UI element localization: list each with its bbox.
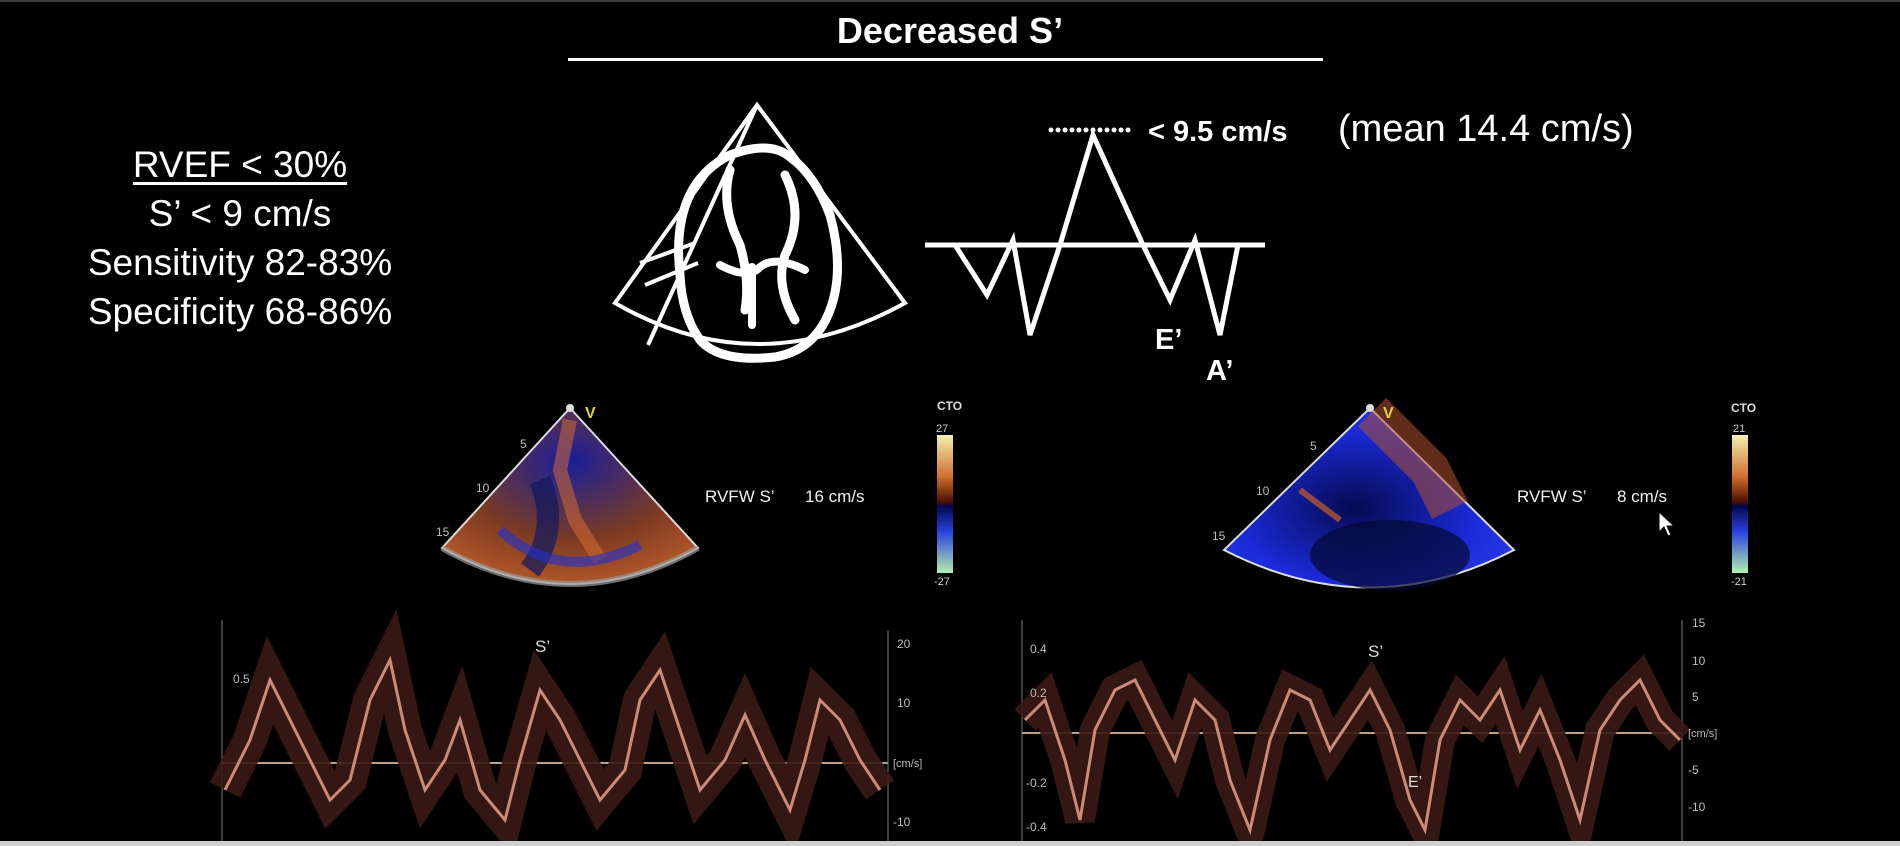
right-s-prime-label: S’ [1368,642,1383,661]
right-probe-marker: V [1383,405,1394,422]
left-depth-5: 5 [520,437,527,451]
criteria-rvef: RVEF < 30% [132,144,348,185]
slide-title: Decreased S’ [836,10,1064,51]
right-scale-0-4: 0.4 [1030,642,1047,656]
window-top-edge [0,0,1900,2]
left-probe-marker: V [585,405,596,422]
left-right-tick-unit: [cm/s] [893,758,922,770]
left-measurement-value: 16 cm/s [805,487,865,506]
right-right-tick-15: 15 [1692,616,1706,630]
left-s-prime-label: S’ [535,637,550,656]
criteria-specificity: Specificity 68-86% [87,291,393,332]
left-doppler-strip [209,609,895,846]
window-bottom-edge [0,841,1900,846]
wave-e-prime-label: E’ [1155,324,1183,356]
left-measurement-label: RVFW S’ [705,487,775,506]
right-e-prime-label: E’ [1408,774,1422,791]
wave-a-prime-label: A’ [1206,355,1234,387]
left-colorbar-title: CTO [937,399,962,413]
mean-velocity-label: (mean 14.4 cm/s) [1338,108,1634,150]
left-depth-10: 10 [476,481,490,495]
right-measurement-label: RVFW S’ [1517,487,1587,506]
apical-4-chamber-diagram [612,101,908,363]
right-right-tick-minus5: -5 [1688,763,1699,777]
left-right-tick-minus10: -10 [893,815,911,829]
right-depth-5: 5 [1310,439,1317,453]
left-colorbar [937,435,953,573]
criteria-s-prime: S’ < 9 cm/s [148,193,332,234]
left-echo-sector [440,404,700,587]
left-right-tick-10: 10 [897,696,911,710]
right-colorbar-title: CTO [1731,401,1756,415]
left-right-tick-20: 20 [897,637,911,651]
right-scale-minus-0-2: -0.2 [1026,776,1047,790]
tissue-doppler-schematic [925,127,1265,336]
threshold-label: < 9.5 cm/s [1148,116,1288,148]
right-scale-0-2: 0.2 [1030,686,1047,700]
mouse-cursor-icon [1658,510,1676,537]
right-echo-sector [1222,397,1516,590]
right-right-tick-5: 5 [1692,690,1699,704]
right-colorbar-max: 21 [1733,423,1745,435]
right-right-tick-unit: [cm/s] [1688,728,1717,740]
left-colorbar-min: -27 [934,576,950,588]
left-colorbar-max: 27 [936,423,948,435]
right-colorbar-min: -21 [1731,576,1747,588]
title-underline [568,58,1323,61]
right-measurement-value: 8 cm/s [1617,487,1667,506]
left-depth-15: 15 [436,525,450,539]
right-depth-10: 10 [1256,484,1270,498]
right-right-tick-minus10: -10 [1688,800,1706,814]
left-scale-0-5: 0.5 [233,672,250,686]
right-doppler-strip [1014,620,1691,846]
right-right-tick-10: 10 [1692,654,1706,668]
right-scale-minus-0-4: -0.4 [1026,820,1047,834]
right-colorbar [1732,435,1748,573]
criteria-sensitivity: Sensitivity 82-83% [87,242,393,283]
threshold-dotted-line [1048,127,1131,133]
right-depth-15: 15 [1212,529,1226,543]
